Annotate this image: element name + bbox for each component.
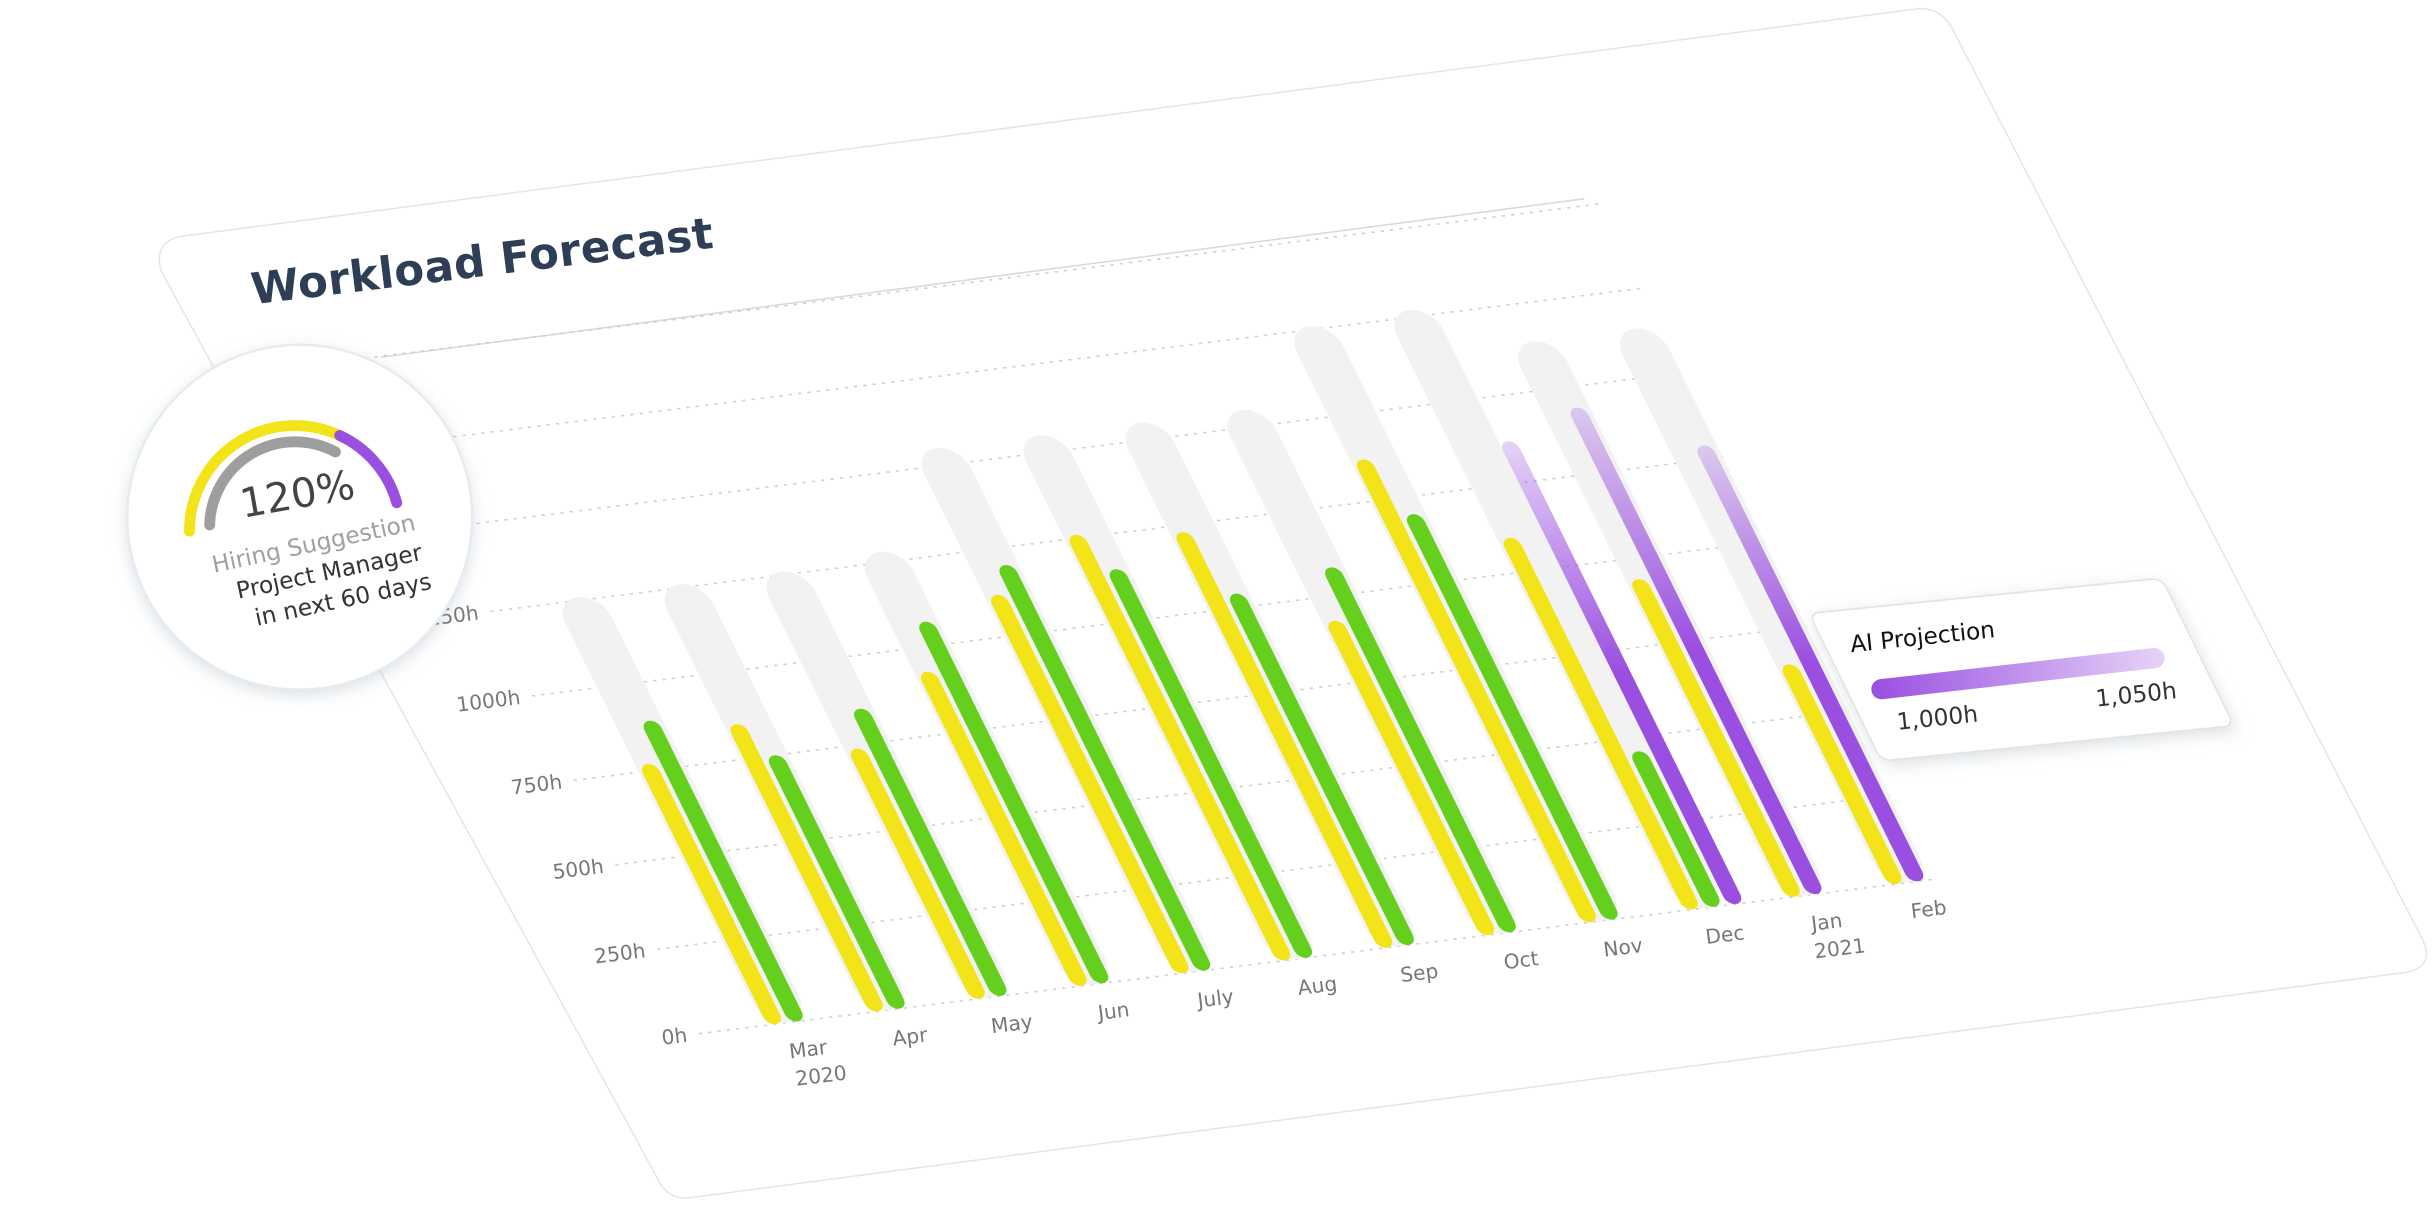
- gauge-arc-over: [334, 430, 403, 509]
- bar: [1229, 593, 1414, 946]
- bar: [1069, 534, 1291, 961]
- hiring-badge: 120% Hiring Suggestion Project Manager i…: [126, 343, 474, 691]
- x-tick-label: July: [1194, 984, 1235, 1012]
- x-tick-label: Apr: [891, 1022, 929, 1050]
- x-tick-label: Jan: [1808, 908, 1844, 936]
- projection-bar: [1502, 441, 1742, 905]
- x-tick-label: Oct: [1502, 946, 1540, 974]
- bar: [768, 755, 905, 1009]
- bar: [1632, 579, 1800, 897]
- x-tick-label: Sep: [1399, 959, 1440, 987]
- bar: [1632, 751, 1720, 907]
- chart: [364, 203, 1934, 1035]
- bar: [999, 565, 1211, 971]
- x-tick-label: Feb: [1909, 895, 1947, 923]
- bar: [854, 708, 1007, 996]
- y-tick-label: 0h: [660, 1023, 688, 1050]
- bar: [919, 621, 1109, 984]
- bar: [920, 671, 1087, 986]
- bar: [990, 594, 1189, 974]
- bar: [1328, 620, 1495, 936]
- x-tick-label: Jun: [1095, 997, 1131, 1025]
- x-tick-label: Aug: [1296, 971, 1338, 1000]
- x-tick-label: May: [990, 1009, 1034, 1038]
- badge-circle: [126, 343, 474, 691]
- gauge-arc: [184, 420, 346, 537]
- x-tick-label: Nov: [1602, 933, 1644, 962]
- gauge-track: [204, 436, 341, 531]
- projection-bar: [1697, 445, 1924, 882]
- bar: [1176, 532, 1393, 948]
- grid-line: [364, 203, 1601, 359]
- grid-line: [406, 287, 1642, 444]
- bar: [1109, 569, 1313, 958]
- projection-bar: [1570, 407, 1822, 895]
- bar: [1356, 459, 1596, 923]
- bar: [1406, 514, 1618, 920]
- range-bar: [1871, 647, 2165, 700]
- x-tick-label: Dec: [1704, 920, 1746, 949]
- bar: [1782, 664, 1902, 885]
- x-tick-label: Mar: [788, 1035, 829, 1064]
- bar: [1503, 537, 1698, 910]
- bar: [850, 748, 985, 999]
- bar: [730, 724, 883, 1012]
- grid-line: [698, 878, 1934, 1035]
- bar: [641, 763, 781, 1025]
- bar: [643, 720, 803, 1022]
- bar: [1325, 567, 1516, 933]
